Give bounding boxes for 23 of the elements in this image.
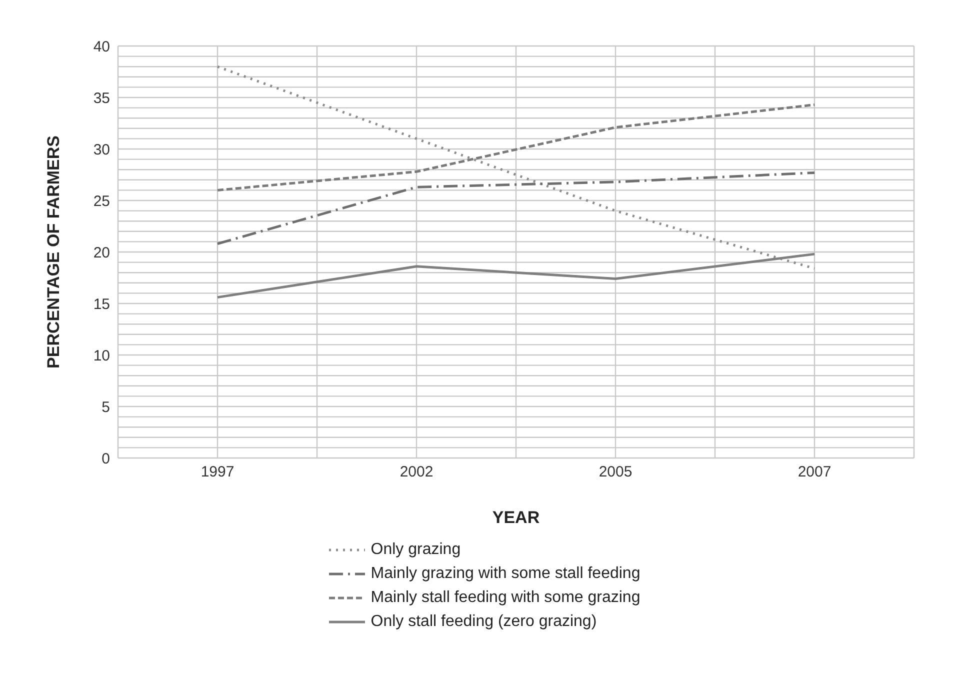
x-axis-title: YEAR bbox=[492, 508, 540, 527]
y-tick-label: 25 bbox=[93, 192, 110, 210]
legend-label: Mainly stall feeding with some grazing bbox=[370, 588, 640, 608]
y-tick-label: 40 bbox=[93, 38, 110, 56]
line-series bbox=[216, 103, 816, 192]
x-tick-label: 2002 bbox=[400, 464, 434, 481]
legend-label: Mainly grazing with some stall feeding bbox=[370, 564, 640, 584]
y-tick-label: 5 bbox=[102, 398, 110, 416]
y-tick-label: 35 bbox=[93, 90, 110, 107]
x-tick-label: 2005 bbox=[598, 464, 632, 481]
y-tick-label: 15 bbox=[93, 296, 110, 313]
y-axis-title: PERCENTAGE OF FARMERS bbox=[44, 136, 64, 368]
legend-label: Only grazing bbox=[370, 540, 461, 560]
y-tick-label: 20 bbox=[93, 244, 110, 262]
x-tick-label: 2007 bbox=[798, 464, 832, 481]
line-series bbox=[216, 65, 816, 270]
y-tick-label: 30 bbox=[93, 141, 110, 158]
line-series bbox=[216, 171, 816, 246]
legend-label: Only stall feeding (zero grazing) bbox=[370, 612, 597, 632]
line-series bbox=[216, 252, 816, 299]
x-tick-label: 1997 bbox=[200, 464, 234, 481]
y-tick-label: 10 bbox=[93, 347, 110, 364]
y-tick-label: 0 bbox=[102, 450, 110, 468]
